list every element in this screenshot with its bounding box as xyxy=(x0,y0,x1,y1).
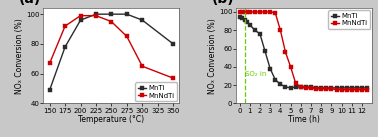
MnTi xyxy=(288,87,293,89)
MnTi xyxy=(109,13,114,15)
MnTi xyxy=(245,21,249,23)
MnNdTi xyxy=(242,11,247,13)
MnNdTi xyxy=(94,15,98,16)
MnTi xyxy=(47,89,52,91)
Y-axis label: NOₓ Conversion (%): NOₓ Conversion (%) xyxy=(15,18,25,94)
Text: (b): (b) xyxy=(212,0,235,6)
MnNdTi xyxy=(248,11,252,13)
MnNdTi xyxy=(47,62,52,64)
Legend: MnTi, MnNdTi: MnTi, MnNdTi xyxy=(135,82,177,101)
MnNdTi xyxy=(309,87,313,89)
MnTi xyxy=(324,87,328,89)
MnNdTi xyxy=(263,11,267,13)
MnTi xyxy=(329,87,334,89)
MnNdTi xyxy=(299,86,303,88)
MnNdTi xyxy=(109,21,114,22)
MnTi xyxy=(360,87,364,89)
X-axis label: Temperature (°C): Temperature (°C) xyxy=(78,115,144,124)
MnNdTi xyxy=(365,89,369,91)
MnNdTi xyxy=(253,11,257,13)
MnTi xyxy=(237,17,242,18)
MnTi xyxy=(350,87,354,89)
X-axis label: Time (h): Time (h) xyxy=(288,115,320,124)
MnNdTi xyxy=(78,15,83,16)
MnNdTi xyxy=(329,88,334,90)
MnNdTi xyxy=(334,89,339,91)
MnTi xyxy=(171,43,175,45)
MnTi xyxy=(125,13,129,15)
MnTi xyxy=(78,19,83,21)
MnTi xyxy=(258,33,262,35)
Text: (a): (a) xyxy=(19,0,41,6)
MnNdTi xyxy=(273,12,277,14)
MnNdTi xyxy=(319,88,324,90)
MnTi xyxy=(94,13,98,15)
MnTi xyxy=(344,87,349,89)
MnNdTi xyxy=(344,89,349,91)
MnTi xyxy=(253,29,257,31)
MnNdTi xyxy=(293,82,298,84)
MnTi xyxy=(268,68,273,69)
MnNdTi xyxy=(125,36,129,37)
Line: MnNdTi: MnNdTi xyxy=(48,14,175,80)
Text: SO₂ in: SO₂ in xyxy=(245,71,267,77)
MnTi xyxy=(334,87,339,89)
MnTi xyxy=(242,19,247,21)
MnNdTi xyxy=(278,29,283,31)
MnTi xyxy=(314,87,318,89)
MnNdTi xyxy=(304,87,308,89)
MnTi xyxy=(355,87,359,89)
MnTi xyxy=(309,86,313,88)
MnTi xyxy=(304,86,308,88)
MnTi xyxy=(339,87,344,89)
MnTi xyxy=(248,24,252,25)
MnNdTi xyxy=(245,11,249,13)
MnTi xyxy=(293,86,298,88)
MnNdTi xyxy=(360,89,364,91)
MnTi xyxy=(240,18,244,19)
MnTi xyxy=(365,87,369,89)
MnTi xyxy=(263,50,267,52)
MnNdTi xyxy=(324,88,328,90)
Y-axis label: NOₓ Conversion (%): NOₓ Conversion (%) xyxy=(208,18,217,94)
Line: MnNdTi: MnNdTi xyxy=(238,10,369,91)
MnNdTi xyxy=(63,25,67,27)
MnTi xyxy=(319,87,324,89)
MnTi xyxy=(63,46,67,48)
MnTi xyxy=(140,19,144,21)
MnNdTi xyxy=(339,89,344,91)
MnNdTi xyxy=(314,88,318,90)
Line: MnTi: MnTi xyxy=(48,12,175,92)
MnNdTi xyxy=(140,65,144,67)
Legend: MnTi, MnNdTi: MnTi, MnNdTi xyxy=(328,10,370,29)
MnNdTi xyxy=(171,77,175,79)
MnNdTi xyxy=(355,89,359,91)
MnTi xyxy=(278,83,283,85)
Line: MnTi: MnTi xyxy=(238,16,369,90)
MnNdTi xyxy=(288,66,293,68)
MnNdTi xyxy=(240,11,244,13)
MnTi xyxy=(283,86,288,88)
MnNdTi xyxy=(237,11,242,13)
MnTi xyxy=(299,86,303,88)
MnNdTi xyxy=(268,11,273,13)
MnNdTi xyxy=(283,51,288,53)
MnTi xyxy=(273,79,277,80)
MnNdTi xyxy=(350,89,354,91)
MnNdTi xyxy=(258,11,262,13)
